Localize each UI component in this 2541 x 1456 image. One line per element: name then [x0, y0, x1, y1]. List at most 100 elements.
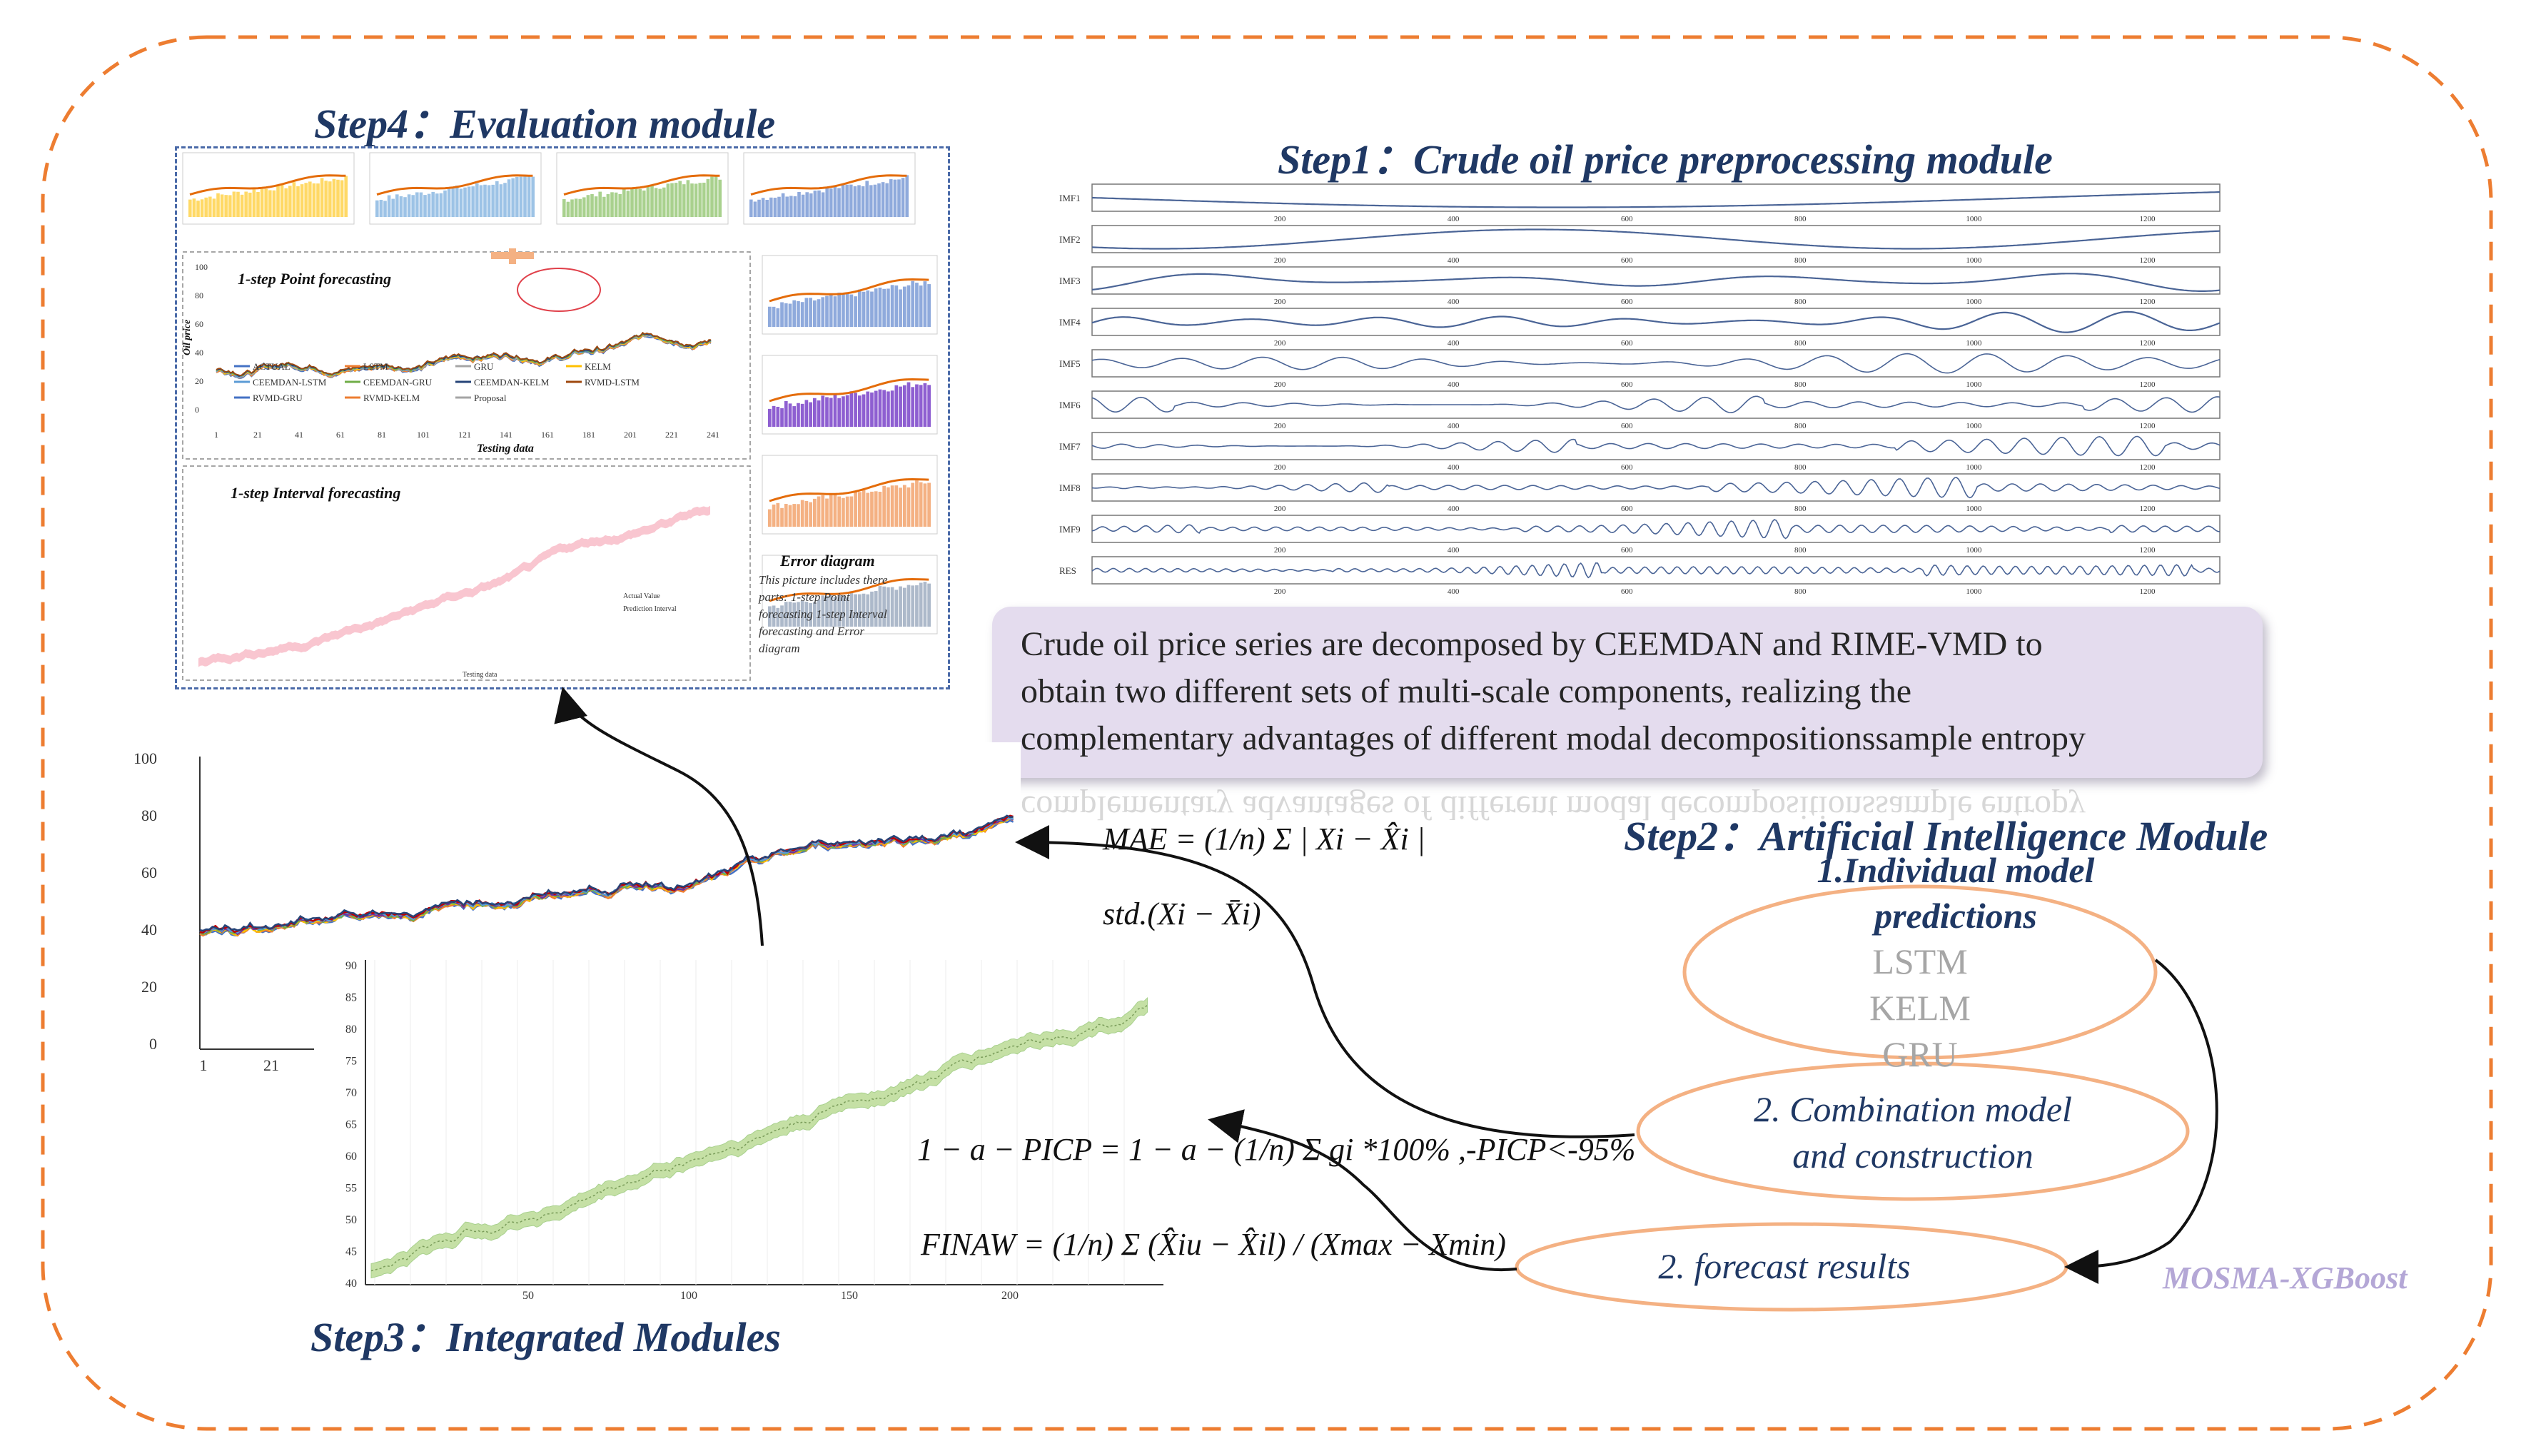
evaluation-right-mini-bar: [809, 602, 812, 627]
evaluation-right-mini-bar: [797, 602, 800, 627]
evaluation-top-mini-bar: [292, 182, 296, 217]
evaluation-right-mini-line: [769, 577, 929, 602]
imf-x-tick: 1000: [1966, 256, 1982, 265]
imf-x-tick: 1200: [2139, 546, 2156, 555]
evaluation-top-mini-bar: [710, 176, 714, 217]
evaluation-right-mini-bar: [772, 306, 776, 327]
imf-x-tick: 1000: [1966, 215, 1982, 223]
evaluation-top-mini-bar: [523, 176, 527, 217]
evaluation-top-mini-bar: [431, 191, 435, 217]
evaluation-top-mini-bar: [324, 181, 328, 217]
evaluation-top-mini-bar: [670, 183, 674, 217]
imf-label: IMF3: [1059, 275, 1081, 286]
evaluation-right-mini-bar: [833, 296, 837, 327]
front-y-tick: 65: [345, 1119, 357, 1131]
evaluation-top-mini-bar: [304, 183, 308, 217]
evaluation-top-mini-bar: [212, 198, 216, 217]
evaluation-right-mini-bar: [927, 385, 931, 427]
evaluation-right-mini-bar: [788, 403, 792, 427]
point-y-tick: 60: [195, 319, 203, 329]
point-x-tick: 201: [624, 430, 637, 440]
step2-title: Step2：Artificial Intelligence Module: [1624, 813, 2268, 859]
imf-signal: [1091, 353, 2221, 374]
evaluation-right-mini-bar: [804, 400, 809, 427]
imf-frame: [1091, 225, 2221, 253]
evaluation-right-mini-bar: [800, 600, 804, 627]
evaluation-right-mini-bar: [809, 502, 812, 527]
evaluation-top-mini-bar: [200, 199, 204, 217]
evaluation-top-mini-bar: [658, 188, 662, 217]
evaluation-right-mini-bar: [784, 504, 788, 527]
evaluation-top-mini-bar: [793, 196, 797, 217]
evaluation-top-mini-bar: [769, 197, 773, 217]
evaluation-top-mini-bar: [797, 192, 801, 217]
evaluation-right-mini-bar: [923, 281, 927, 327]
evaluation-right-mini-bar: [927, 583, 931, 627]
imf-x-tick: 800: [1794, 380, 1807, 389]
evaluation-right-mini-bar: [870, 291, 874, 327]
error-diagram-note: forecasting 1-step Interval: [759, 607, 887, 621]
evaluation-top-mini-bar: [383, 201, 387, 217]
error-diagram-title: Error diagram: [779, 552, 875, 570]
evaluation-right-mini-bar: [800, 500, 804, 527]
highlight-ellipse: [517, 268, 601, 312]
evaluation-top-mini-bar: [582, 197, 586, 217]
picp-formula: 1 − a − PICP = 1 − a − (1/n) Σ gi *100% …: [917, 1132, 1636, 1167]
forecast-to-picp-arrow: [1208, 1109, 1517, 1272]
evaluation-top-mini-bar: [825, 187, 829, 217]
evaluation-right-mini-bar: [915, 480, 919, 527]
evaluation-right-mini-bar: [854, 296, 857, 327]
evaluation-top-mini-bar: [566, 201, 570, 217]
legend-label: CEEMDAN-GRU: [363, 377, 433, 388]
imf-x-tick: 1200: [2139, 505, 2156, 513]
imf-x-tick: 600: [1621, 422, 1633, 430]
imf-x-tick: 800: [1794, 215, 1807, 223]
evaluation-top-mini-bar: [236, 191, 240, 217]
imf-label: IMF8: [1059, 482, 1081, 493]
front-interval-band: [370, 997, 1148, 1279]
imf-signal: [1091, 310, 2221, 333]
evaluation-right-mini-bar: [849, 294, 854, 327]
evaluation-top-mini-bar: [590, 193, 594, 217]
imf-signal: [1091, 562, 2221, 579]
evaluation-top-mini-bar: [419, 192, 423, 217]
evaluation-top-mini-bar: [447, 188, 451, 217]
imf-x-tick: 1000: [1966, 587, 1982, 596]
point-x-tick: 241: [707, 430, 719, 440]
evaluation-right-mini-bar: [890, 390, 894, 427]
evaluation-right-mini-bar: [825, 595, 829, 627]
imf-x-tick: 600: [1621, 215, 1633, 223]
imf-signal: [1091, 519, 2221, 540]
legend-label: CEEMDAN-LSTM: [253, 377, 327, 388]
evaluation-top-mini-bar: [196, 201, 200, 217]
evaluation-top-mini-bar: [562, 199, 566, 217]
imf-x-tick: 200: [1274, 339, 1286, 348]
evaluation-top-mini-bar: [332, 178, 336, 217]
front-y-tick: 75: [345, 1056, 357, 1068]
imf-frame: [1091, 308, 2221, 336]
evaluation-right-mini-bar: [854, 491, 857, 527]
evaluation-top-mini-bar: [570, 199, 574, 217]
evaluation-right-mini-bar: [866, 492, 870, 527]
mosma-xgboost-label: MOSMA-XGBoost: [2163, 1260, 2408, 1295]
back-y-tick: 20: [141, 978, 157, 996]
point-forecast-frame: [182, 251, 751, 460]
decomposition-description-box: [992, 607, 2263, 778]
point-y-tick: 100: [195, 262, 208, 272]
evaluation-right-mini-bar: [809, 402, 812, 427]
evaluation-top-mini-bar: [801, 194, 805, 217]
evaluation-top-mini-bar: [873, 184, 877, 217]
evaluation-top-mini-bar: [519, 176, 523, 217]
evaluation-right-mini-bar: [849, 591, 854, 627]
evaluation-right-mini-bar: [792, 504, 797, 527]
evaluation-right-mini-bar: [804, 298, 809, 327]
imf-x-tick: 400: [1448, 463, 1460, 472]
point-y-label: Oil price: [182, 320, 193, 355]
error-diagram-note: forecasting and Error: [759, 625, 864, 638]
back-chart-series: [199, 814, 1014, 932]
evaluation-right-mini-bar: [906, 382, 911, 427]
evaluation-top-mini-bar: [837, 188, 841, 217]
evaluation-right-mini-bar: [862, 593, 866, 627]
evaluation-right-mini-bar: [911, 482, 915, 527]
